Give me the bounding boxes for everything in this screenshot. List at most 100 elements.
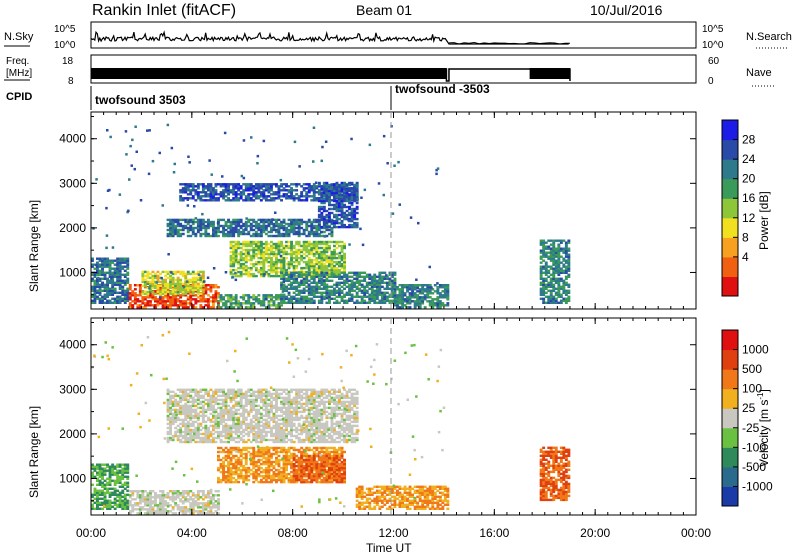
power-cell [564,255,568,258]
power-cell [184,185,188,188]
velocity-cell [224,446,228,450]
power-cell [413,284,417,287]
power-cell [335,268,339,272]
power-cell [227,185,230,188]
power-cell [138,304,142,307]
velocity-cell [254,452,258,456]
power-cell [93,293,97,296]
power-cell [345,291,349,294]
power-cell [249,306,253,309]
velocity-cell [108,495,112,498]
power-cell [443,292,447,295]
velocity-cell [123,499,127,502]
power-cell [275,296,278,299]
power-cell [375,289,379,292]
power-cell [317,299,321,302]
power-cell [217,199,220,202]
power-cell [375,295,379,298]
power-cell [287,252,291,256]
power-cell [330,297,334,300]
power-speckle [323,279,326,282]
power-cell [292,252,296,256]
velocity-cell [189,510,193,513]
power-cell [244,268,248,272]
velocity-cell [189,490,193,493]
power-cell [270,260,273,264]
power-cell [277,252,281,256]
velocity-cell [340,464,344,468]
power-cell [196,218,200,222]
power-cell [317,268,321,272]
velocity-cell [123,475,127,478]
velocity-cell [237,450,241,454]
power-cell [343,189,346,193]
velocity-cell [227,460,230,464]
velocity-cell [287,454,291,458]
power-cell [300,279,304,282]
power-cell [181,218,185,222]
velocity-cell [282,446,286,450]
power-cell [547,285,551,288]
velocity-cell [194,500,198,503]
velocity-cell [282,472,286,476]
power-speckle [187,220,191,223]
power-cell [204,298,208,301]
power-cell [315,226,319,230]
power-cell [267,185,271,188]
velocity-cell [272,448,276,452]
power-cell [199,226,203,230]
power-cell [247,254,251,258]
power-cell [335,181,339,185]
date-label: 10/Jul/2016 [590,2,663,18]
power-cell [305,295,309,298]
velocity-cell [219,446,223,450]
velocity-cell [338,452,341,456]
power-cell [333,207,336,211]
power-cell [166,294,170,297]
power-cell [287,297,291,300]
velocity-cell [106,499,109,502]
power-cell [300,185,304,188]
power-cell [108,271,112,274]
power-cell [305,289,309,292]
power-cell [307,187,311,190]
power-cell [280,234,283,238]
power-cell [335,197,339,200]
power-cell [257,226,261,230]
power-cell [320,262,324,266]
power-cell [426,286,430,289]
power-cell [232,197,236,200]
power-cell [292,222,296,226]
power-cell [194,234,198,238]
power-cell [239,304,243,307]
power-cell [355,205,359,209]
power-speckle [436,167,440,170]
power-cell [118,263,122,266]
power-cell [413,306,417,309]
velocity-cell [116,475,120,478]
power-cell [277,230,281,234]
velocity-cell [136,512,140,515]
power-cell [446,298,450,301]
power-cell [307,185,311,188]
power-cell [353,183,357,187]
power-cell [196,284,200,288]
power-cell [159,298,162,301]
power-cell [101,269,104,272]
power-cell [340,185,344,189]
power-cell [297,271,301,274]
power-cell [257,197,261,200]
power-cell [441,286,445,289]
power-cell [111,271,115,274]
power-cell [169,290,172,294]
power-cell [343,244,346,248]
power-cell [262,302,266,305]
power-cell [325,277,329,280]
power-cell [199,288,203,292]
velocity-cell [138,498,142,501]
power-cell [547,269,551,272]
power-cell [222,189,225,192]
power-cell [239,193,243,196]
power-cell [277,187,281,190]
power-cell [287,264,291,268]
